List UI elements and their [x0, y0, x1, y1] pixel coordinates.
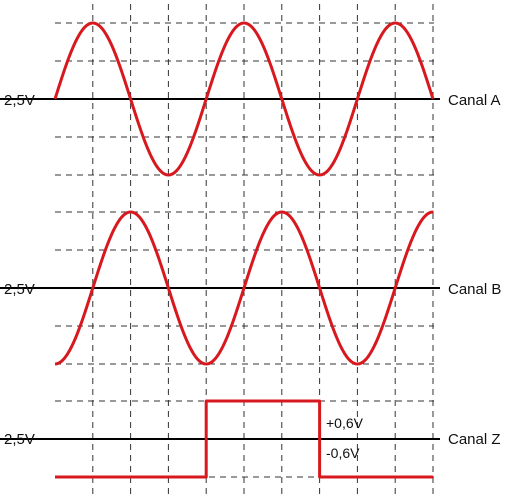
grid [55, 4, 434, 496]
signal-traces [53, 21, 435, 479]
channel-a-trace [53, 21, 435, 177]
channel-b-trace [54, 210, 434, 366]
channel-z-trace [55, 399, 433, 479]
channel-a-name-label: Canal A [448, 92, 501, 109]
baselines [0, 98, 440, 440]
channel-z-name-label: Canal Z [448, 431, 501, 448]
channel-a-level-label: 2,5V [4, 92, 35, 109]
channel-z-low-annotation: -0,6V [326, 445, 360, 461]
channel-b-name-label: Canal B [448, 281, 501, 298]
channel-z-level-label: 2,5V [4, 431, 35, 448]
channel-b-level-label: 2,5V [4, 281, 35, 298]
channel-z-high-annotation: +0,6V [326, 415, 364, 431]
